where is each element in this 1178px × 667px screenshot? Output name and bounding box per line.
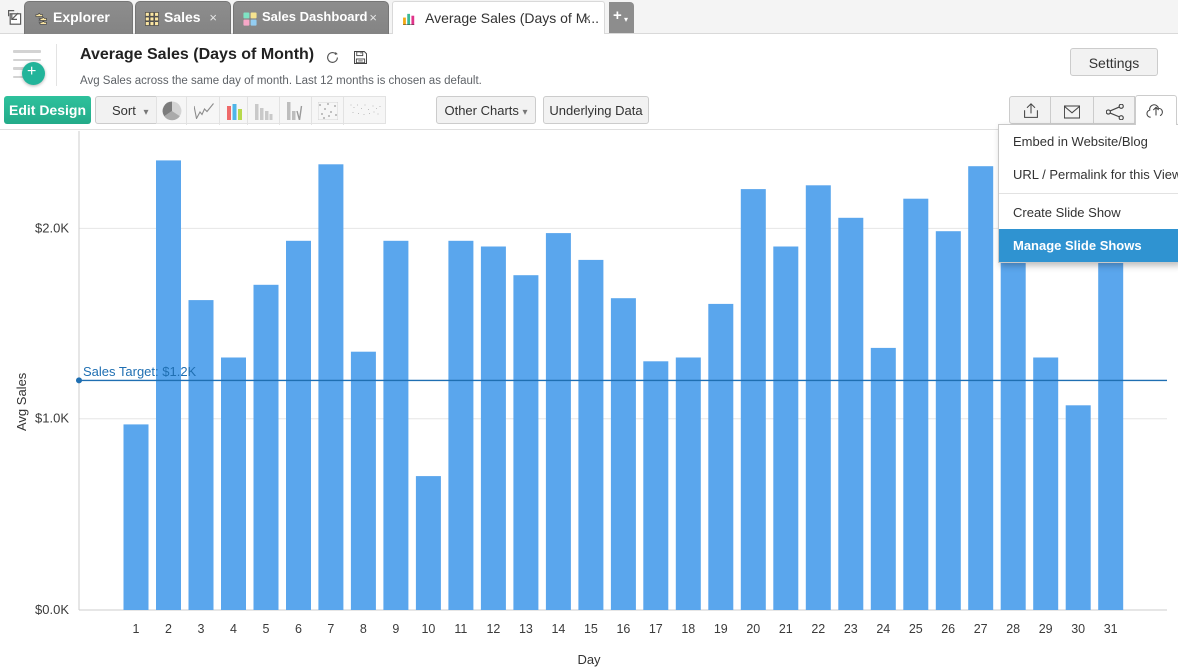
- svg-text:$1.0K: $1.0K: [35, 411, 69, 426]
- svg-text:16: 16: [616, 622, 630, 636]
- svg-text:10: 10: [421, 622, 435, 636]
- svg-text:4: 4: [230, 622, 237, 636]
- svg-text:21: 21: [779, 622, 793, 636]
- svg-text:15: 15: [584, 622, 598, 636]
- svg-text:17: 17: [649, 622, 663, 636]
- svg-text:14: 14: [551, 622, 565, 636]
- svg-text:2: 2: [165, 622, 172, 636]
- svg-text:19: 19: [714, 622, 728, 636]
- svg-text:31: 31: [1104, 622, 1118, 636]
- svg-text:25: 25: [909, 622, 923, 636]
- svg-text:7: 7: [327, 622, 334, 636]
- svg-text:$0.0K: $0.0K: [35, 602, 69, 617]
- svg-text:24: 24: [876, 622, 890, 636]
- svg-text:27: 27: [974, 622, 988, 636]
- svg-text:22: 22: [811, 622, 825, 636]
- svg-text:13: 13: [519, 622, 533, 636]
- svg-text:9: 9: [392, 622, 399, 636]
- svg-text:11: 11: [454, 622, 467, 636]
- svg-text:26: 26: [941, 622, 955, 636]
- svg-text:5: 5: [263, 622, 270, 636]
- svg-text:23: 23: [844, 622, 858, 636]
- svg-text:12: 12: [486, 622, 500, 636]
- svg-text:3: 3: [198, 622, 205, 636]
- svg-text:20: 20: [746, 622, 760, 636]
- svg-text:6: 6: [295, 622, 302, 636]
- svg-text:1: 1: [133, 622, 140, 636]
- svg-text:28: 28: [1006, 622, 1020, 636]
- svg-text:29: 29: [1039, 622, 1053, 636]
- svg-text:8: 8: [360, 622, 367, 636]
- svg-text:18: 18: [681, 622, 695, 636]
- svg-text:$2.0K: $2.0K: [35, 220, 69, 235]
- svg-text:30: 30: [1071, 622, 1085, 636]
